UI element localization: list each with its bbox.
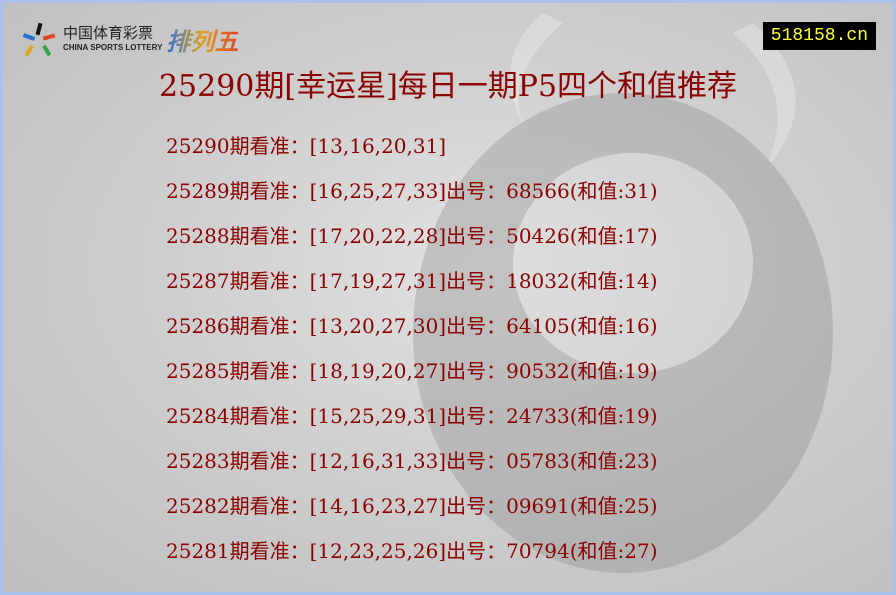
list-item: 25284期看准：[15,25,29,31]出号：24733(和值:19) <box>166 404 658 428</box>
list-item: 25290期看准：[13,16,20,31] <box>166 134 447 158</box>
lottery-star-icon <box>22 22 56 57</box>
list-item: 25288期看准：[17,20,22,28]出号：50426(和值:17) <box>166 224 658 248</box>
list-item: 25289期看准：[16,25,27,33]出号：68566(和值:31) <box>166 179 658 203</box>
list-item: 25287期看准：[17,19,27,31]出号：18032(和值:14) <box>166 269 658 293</box>
list-item: 25283期看准：[12,16,31,33]出号：05783(和值:23) <box>166 449 658 473</box>
logo-product-name: 排列五 <box>166 22 238 57</box>
list-item: 25286期看准：[13,20,27,30]出号：64105(和值:16) <box>166 314 658 338</box>
logo-english-text: CHINA SPORTS LOTTERY <box>63 43 163 52</box>
logo-chinese-text: 中国体育彩票 <box>63 24 154 42</box>
list-item: 25282期看准：[14,16,23,27]出号：09691(和值:25) <box>166 494 658 518</box>
list-item: 25281期看准：[12,23,25,26]出号：70794(和值:27) <box>166 539 658 563</box>
background-sculpture-image <box>413 13 833 573</box>
list-item: 25285期看准：[18,19,20,27]出号：90532(和值:19) <box>166 359 658 383</box>
site-badge: 518158.cn <box>762 22 876 50</box>
page-title: 25290期[幸运星]每日一期P5四个和值推荐 <box>158 69 738 104</box>
china-sports-lottery-logo: 中国体育彩票 CHINA SPORTS LOTTERY 排列五 <box>21 21 238 57</box>
recommendation-list: 25290期看准：[13,16,20,31] 25289期看准：[16,25,2… <box>166 131 658 581</box>
